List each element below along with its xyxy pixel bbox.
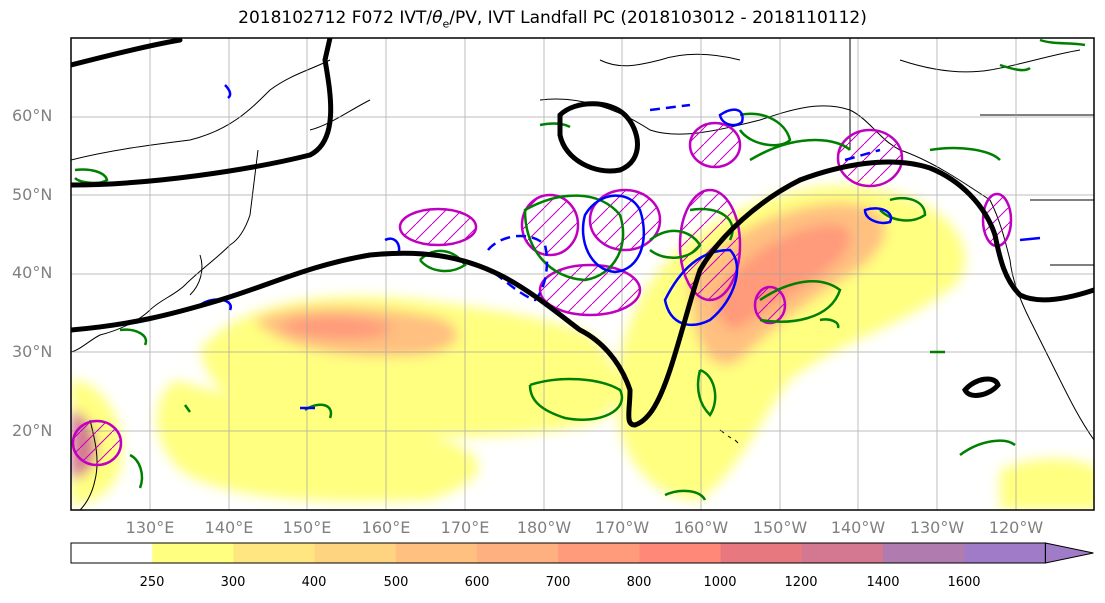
ivt-shading bbox=[71, 185, 1094, 510]
lon-label-160e: 160°E bbox=[361, 518, 411, 537]
colorbar-extend-arrow bbox=[1044, 542, 1094, 564]
lat-label-20n: 20°N bbox=[12, 421, 53, 440]
lon-label-160w: 160°W bbox=[673, 518, 729, 537]
lon-label-150w: 150°W bbox=[752, 518, 808, 537]
lon-label-140w: 140°W bbox=[830, 518, 886, 537]
colorbar-segment bbox=[720, 543, 803, 563]
colorbar-segment bbox=[964, 543, 1046, 563]
lat-label-60n: 60°N bbox=[12, 106, 53, 125]
colorbar-tick-600: 600 bbox=[464, 575, 490, 590]
colorbar-tick-400: 400 bbox=[301, 575, 327, 590]
lon-label-150e: 150°E bbox=[282, 518, 332, 537]
colorbar-tick-1600: 1600 bbox=[947, 575, 981, 590]
pv-contours-green bbox=[74, 38, 1086, 501]
lat-label-40n: 40°N bbox=[12, 263, 53, 282]
colorbar-tick-500: 500 bbox=[383, 575, 409, 590]
map-frame bbox=[70, 37, 1095, 511]
colorbar-segment bbox=[477, 543, 559, 563]
colorbar-tick-300: 300 bbox=[220, 575, 246, 590]
lon-label-170e: 170°E bbox=[440, 518, 490, 537]
theta-e-contours-black bbox=[71, 38, 1094, 428]
colorbar-tick-1200: 1200 bbox=[784, 575, 818, 590]
colorbar-tick-800: 800 bbox=[626, 575, 652, 590]
lon-label-130w: 130°W bbox=[909, 518, 965, 537]
lon-label-130e: 130°E bbox=[125, 518, 175, 537]
colorbar-segment bbox=[883, 543, 965, 563]
colorbar-segment bbox=[71, 543, 153, 563]
colorbar-segment bbox=[639, 543, 722, 563]
lon-label-140e: 140°E bbox=[204, 518, 254, 537]
lon-label-120w: 120°W bbox=[988, 518, 1044, 537]
colorbar-tick-700: 700 bbox=[545, 575, 571, 590]
colorbar-segment bbox=[558, 543, 640, 563]
lat-label-50n: 50°N bbox=[12, 185, 53, 204]
colorbar-segment bbox=[314, 543, 397, 563]
colorbar-tick-250: 250 bbox=[139, 575, 165, 590]
colorbar-segment bbox=[395, 543, 478, 563]
colorbar-segment bbox=[152, 543, 234, 563]
colorbar-segment bbox=[801, 543, 884, 563]
map-title: 2018102712 F072 IVT/θe/PV, IVT Landfall … bbox=[238, 8, 867, 31]
colorbar-frame bbox=[70, 542, 1046, 564]
colorbar-tick-1400: 1400 bbox=[866, 575, 900, 590]
colorbar-tick-1000: 1000 bbox=[703, 575, 737, 590]
ivt-landfall-pc-contours bbox=[71, 121, 1013, 467]
lon-label-170w: 170°W bbox=[594, 518, 650, 537]
lat-label-30n: 30°N bbox=[12, 342, 53, 361]
lon-label-180w: 180°W bbox=[516, 518, 572, 537]
colorbar bbox=[70, 542, 1094, 564]
colorbar-segment bbox=[233, 543, 316, 563]
